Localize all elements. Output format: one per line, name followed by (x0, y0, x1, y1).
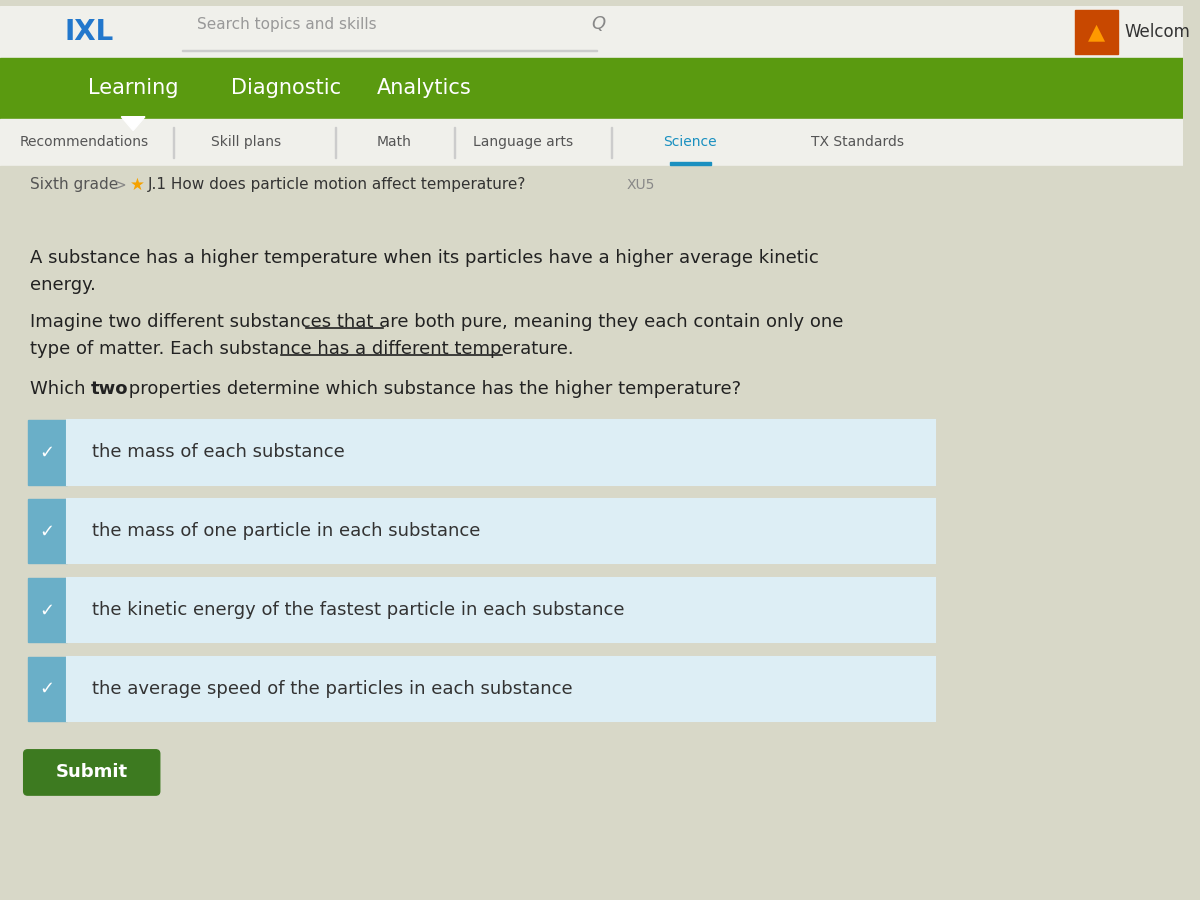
Text: the mass of each substance: the mass of each substance (91, 444, 344, 462)
Bar (0, 6, 1183, 58)
Bar (28, 500, 67, 563)
Polygon shape (121, 117, 145, 130)
Bar (0, 166, 1183, 203)
Text: Science: Science (664, 135, 718, 149)
Text: ✓: ✓ (40, 522, 55, 540)
Text: Welcom: Welcom (1124, 22, 1190, 40)
Text: Language arts: Language arts (473, 135, 572, 149)
Bar (28, 420, 67, 484)
Bar (28, 657, 67, 721)
Text: ✓: ✓ (40, 444, 55, 462)
Text: Skill plans: Skill plans (211, 135, 282, 149)
Text: two: two (91, 380, 128, 398)
Bar (67, 657, 935, 721)
Text: ✓: ✓ (40, 601, 55, 619)
Text: Sixth grade: Sixth grade (30, 177, 118, 193)
Text: TX Standards: TX Standards (811, 135, 905, 149)
Text: Imagine two different substances that are both pure, meaning they each contain o: Imagine two different substances that ar… (30, 313, 842, 331)
Text: ★: ★ (130, 176, 145, 194)
Text: ✓: ✓ (40, 680, 55, 698)
Text: >: > (114, 177, 126, 193)
Bar (1075, 10, 1118, 54)
Text: energy.: energy. (30, 276, 96, 294)
Text: the kinetic energy of the fastest particle in each substance: the kinetic energy of the fastest partic… (91, 601, 624, 619)
Text: Search topics and skills: Search topics and skills (197, 16, 377, 32)
Text: Diagnostic: Diagnostic (230, 78, 341, 98)
Text: type of matter. Each substance has a different temperature.: type of matter. Each substance has a dif… (30, 340, 574, 358)
Text: properties determine which substance has the higher temperature?: properties determine which substance has… (124, 380, 742, 398)
Bar (67, 500, 935, 563)
Text: Recommendations: Recommendations (19, 135, 149, 149)
Text: Submit: Submit (55, 763, 127, 781)
Bar (67, 420, 935, 484)
Text: the mass of one particle in each substance: the mass of one particle in each substan… (91, 522, 480, 540)
Bar (0, 203, 1183, 894)
Bar (670, 162, 710, 165)
Text: Q: Q (592, 15, 606, 33)
Bar (0, 119, 1183, 166)
Text: IXL: IXL (64, 18, 113, 46)
Text: Analytics: Analytics (377, 78, 472, 98)
Bar (28, 578, 67, 643)
Bar (0, 58, 1183, 119)
Text: A substance has a higher temperature when its particles have a higher average ki: A substance has a higher temperature whe… (30, 248, 818, 266)
Text: Math: Math (377, 135, 412, 149)
Text: XU5: XU5 (626, 177, 654, 192)
Text: the average speed of the particles in each substance: the average speed of the particles in ea… (91, 680, 572, 698)
Text: ▲: ▲ (1088, 22, 1105, 42)
FancyBboxPatch shape (24, 750, 160, 795)
Text: J.1 How does particle motion affect temperature?: J.1 How does particle motion affect temp… (148, 177, 527, 193)
Text: Learning: Learning (88, 78, 179, 98)
Bar (67, 578, 935, 643)
Text: Which: Which (30, 380, 91, 398)
